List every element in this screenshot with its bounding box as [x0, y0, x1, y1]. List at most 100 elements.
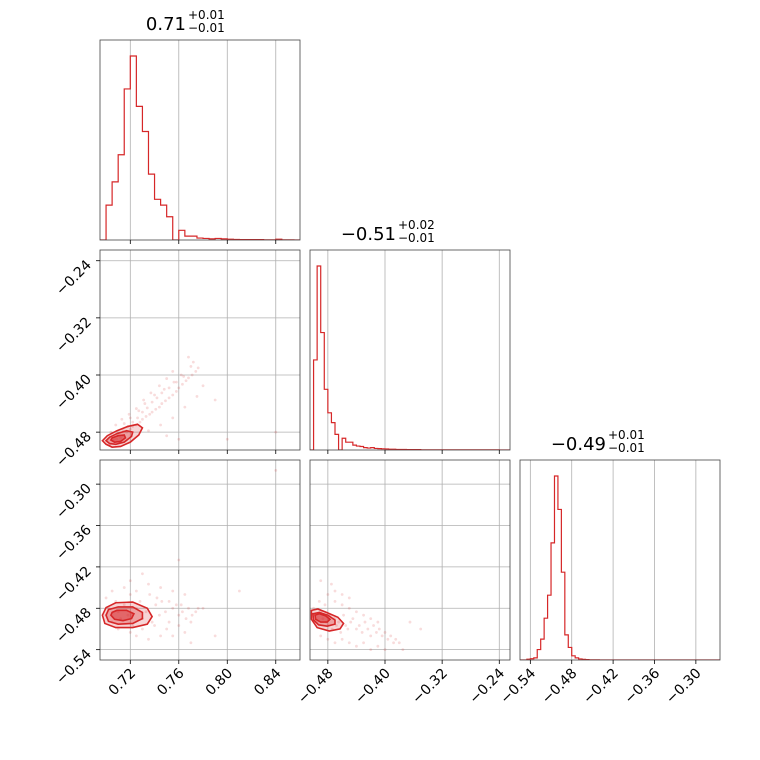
y-tick-label: −0.32	[53, 314, 95, 356]
scatter-point	[147, 582, 150, 586]
scatter-point	[184, 617, 188, 621]
scatter-point	[154, 407, 158, 411]
x-tick-label: −0.36	[622, 665, 664, 707]
scatter-point	[201, 384, 205, 388]
scatter-point	[189, 620, 193, 624]
scatter-point	[369, 634, 373, 638]
scatter-point	[128, 631, 132, 634]
panel-1-1	[309, 249, 511, 454]
scatter-point	[344, 624, 348, 627]
scatter-point	[321, 617, 325, 621]
scatter-point	[159, 634, 163, 638]
panel-2-0: −0.54−0.48−0.42−0.36−0.30 0.72 0.76 0.80 0.8…	[53, 459, 301, 699]
y-tick-label: −0.48	[53, 429, 95, 471]
scatter-point	[376, 620, 380, 624]
panel-title-lower-2: −0.01	[608, 441, 645, 455]
scatter-point	[377, 627, 381, 631]
scatter-point	[167, 396, 171, 400]
scatter-point	[337, 620, 340, 624]
scatter-point	[174, 380, 178, 384]
contour-fill-1	[312, 612, 335, 627]
scatter-point	[357, 624, 361, 627]
scatter-point	[131, 420, 135, 424]
scatter-point	[177, 613, 181, 617]
x-tick-label: −0.54	[498, 665, 540, 707]
panel-title-value-0: 0.71	[146, 14, 186, 35]
x-tick-label: 0.84	[251, 665, 284, 698]
scatter-point	[392, 641, 395, 645]
scatter-point	[181, 382, 184, 386]
scatter-point	[159, 423, 163, 427]
scatter-point	[372, 624, 375, 627]
panel-content	[310, 579, 423, 652]
scatter-point	[126, 613, 130, 617]
scatter-point	[160, 402, 164, 405]
scatter-point	[187, 606, 190, 610]
scatter-point	[397, 641, 401, 645]
scatter-point	[141, 410, 144, 414]
y-tick-label: −0.42	[53, 563, 95, 605]
scatter-point	[141, 627, 144, 631]
scatter-point	[366, 627, 370, 631]
scatter-point	[362, 613, 365, 617]
scatter-point	[136, 416, 139, 420]
scatter-point	[196, 366, 200, 370]
x-tick-label: 0.72	[106, 666, 139, 699]
scatter-point	[196, 606, 200, 610]
scatter-point	[319, 634, 323, 638]
scatter-point	[134, 407, 138, 410]
scatter-point	[162, 387, 166, 391]
scatter-point	[184, 379, 188, 383]
scatter-point	[187, 376, 190, 380]
scatter-point	[191, 360, 195, 364]
scatter-point	[122, 422, 126, 425]
contour-line-0	[101, 423, 144, 448]
scatter-point	[141, 572, 144, 576]
scatter-point	[177, 558, 181, 562]
scatter-point	[323, 603, 327, 607]
panel-title-upper-0: +0.01	[188, 8, 225, 22]
scatter-point	[195, 395, 199, 398]
scatter-point	[355, 627, 358, 631]
scatter-point	[138, 420, 142, 424]
scatter-point	[131, 624, 135, 627]
panel-content	[101, 468, 278, 645]
scatter-point	[171, 589, 175, 593]
scatter-point	[340, 603, 344, 607]
scatter-point	[143, 402, 147, 405]
scatter-point	[179, 373, 183, 377]
scatter-point	[408, 620, 412, 624]
scatter-point	[360, 631, 364, 634]
scatter-point	[128, 579, 132, 583]
x-tick-label: 0.80	[203, 666, 236, 699]
contour-fill-2	[110, 610, 134, 621]
scatter-point	[153, 393, 156, 397]
scatter-point	[167, 620, 171, 624]
scatter-point	[177, 437, 181, 441]
panel-frame	[99, 249, 301, 451]
panel-frame	[309, 249, 511, 451]
y-tick-label: −0.40	[53, 372, 95, 414]
scatter-point	[213, 634, 217, 638]
scatter-point	[401, 648, 405, 652]
contour-line-2	[314, 612, 332, 623]
scatter-point	[104, 596, 108, 600]
y-tick-label: −0.24	[53, 257, 95, 299]
scatter-point	[115, 437, 119, 441]
scatter-point	[333, 599, 337, 603]
panel-content	[520, 475, 720, 660]
scatter-point	[150, 620, 154, 624]
scatter-point	[394, 637, 398, 641]
scatter-point	[355, 610, 358, 614]
x-tick-label: −0.40	[352, 666, 394, 708]
scatter-point	[225, 437, 229, 441]
panel-frame	[309, 459, 511, 661]
scatter-point	[274, 430, 278, 434]
scatter-point	[157, 613, 161, 617]
x-tick-label: −0.48	[539, 666, 581, 708]
panel-title-lower-1: −0.01	[398, 231, 435, 245]
scatter-point	[167, 599, 171, 603]
scatter-point	[369, 648, 373, 652]
scatter-point	[419, 627, 423, 631]
scatter-point	[187, 355, 190, 359]
